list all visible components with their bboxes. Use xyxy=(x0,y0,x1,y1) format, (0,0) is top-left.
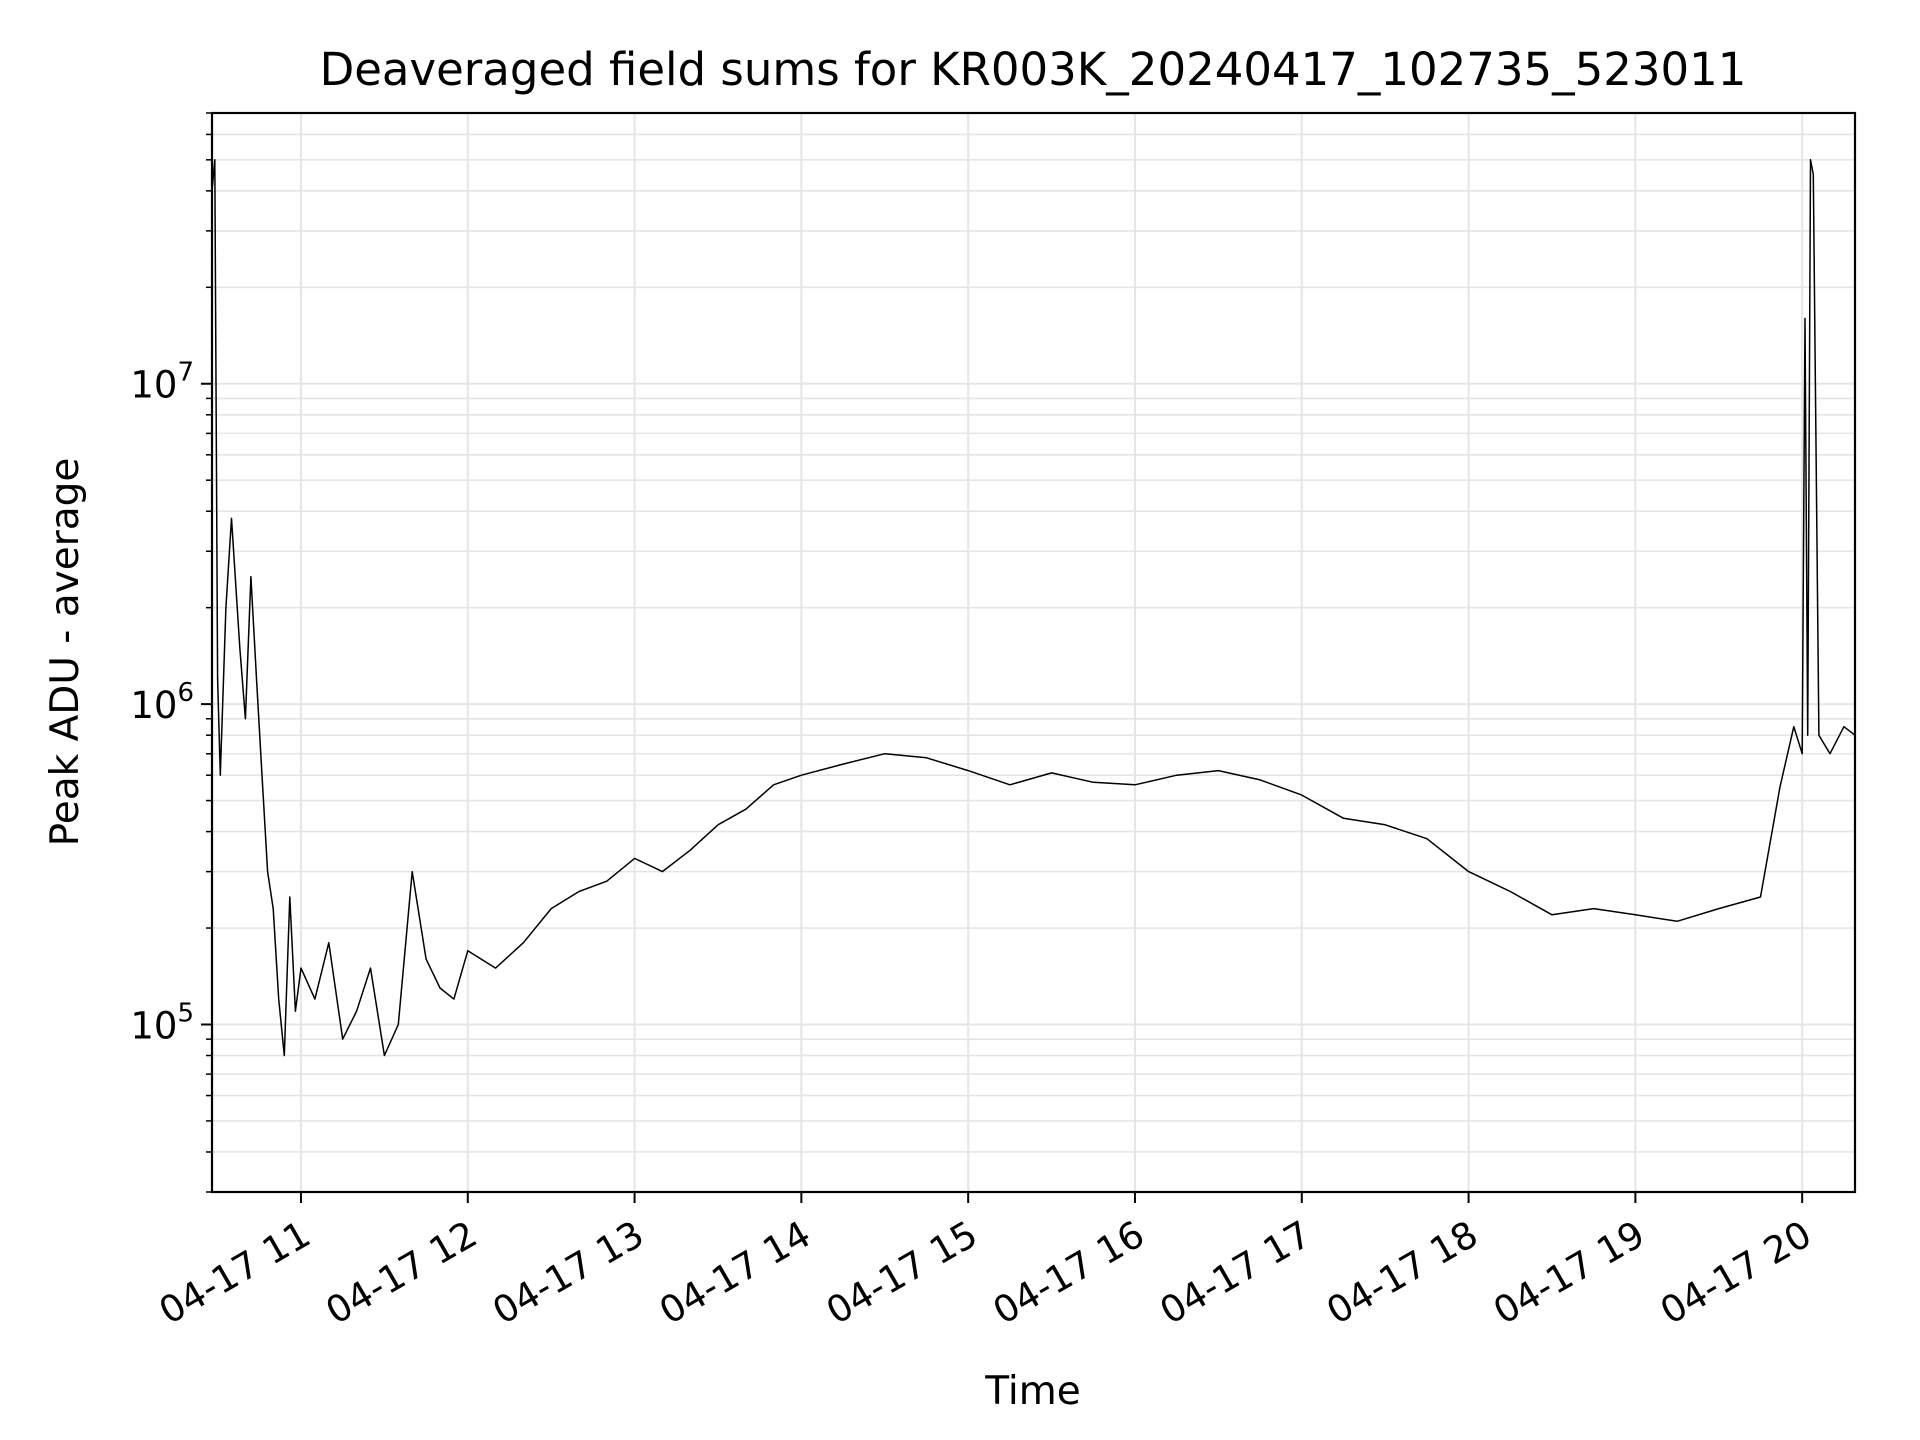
grid xyxy=(212,112,1855,1193)
series-line-group xyxy=(211,159,1856,1057)
x-axis-label: Time xyxy=(984,1369,1080,1414)
y-axis-ticks: 105 106 107 xyxy=(130,112,212,1193)
y-tick-label: 105 xyxy=(130,998,194,1047)
y-tick-label: 107 xyxy=(130,358,194,407)
plot-frame xyxy=(210,111,1857,1194)
y-tick-label: 106 xyxy=(130,678,194,727)
series-line xyxy=(211,159,1856,1057)
chart-title: Deaveraged field sums for KR003K_2024041… xyxy=(320,43,1747,96)
y-axis-label: Peak ADU - average xyxy=(43,458,88,847)
